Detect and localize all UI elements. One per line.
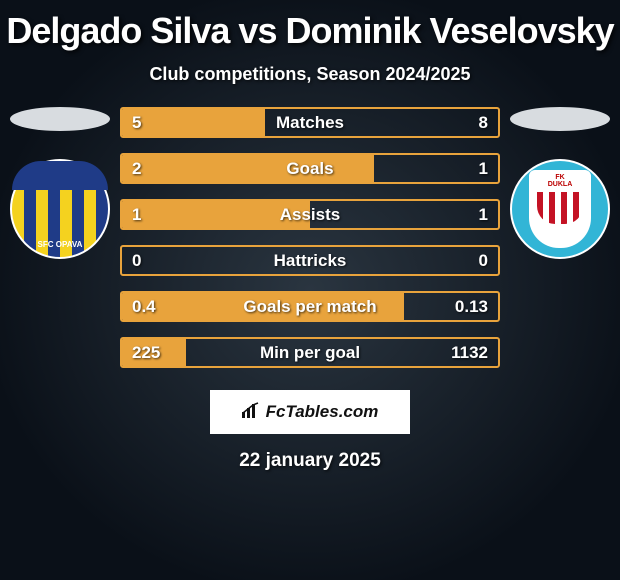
date-text: 22 january 2025 bbox=[0, 450, 620, 472]
club-crest-right bbox=[510, 159, 610, 259]
player-left-photo-placeholder bbox=[10, 107, 110, 131]
fctables-logo-icon bbox=[242, 402, 260, 423]
stat-row: 0.40.13Goals per match bbox=[120, 291, 500, 322]
stat-row: 11Assists bbox=[120, 199, 500, 230]
player-right-photo-placeholder bbox=[510, 107, 610, 131]
source-badge: FcTables.com bbox=[210, 390, 410, 434]
subtitle: Club competitions, Season 2024/2025 bbox=[0, 64, 620, 85]
stat-row: 2251132Min per goal bbox=[120, 337, 500, 368]
source-badge-text: FcTables.com bbox=[266, 402, 379, 422]
stat-row: 21Goals bbox=[120, 153, 500, 184]
stat-label: Goals per match bbox=[122, 293, 498, 320]
comparison-content: 58Matches 21Goals 11Assists 00Hattricks 0.40… bbox=[0, 107, 620, 368]
club-crest-right-shield bbox=[529, 170, 591, 248]
club-crest-left bbox=[10, 159, 110, 259]
stat-label: Matches bbox=[122, 109, 498, 136]
stat-bars: 58Matches 21Goals 11Assists 00Hattricks 0.40… bbox=[120, 107, 500, 368]
stat-row: 58Matches bbox=[120, 107, 500, 138]
stat-label: Assists bbox=[122, 201, 498, 228]
stat-row: 00Hattricks bbox=[120, 245, 500, 276]
stat-label: Min per goal bbox=[122, 339, 498, 366]
page-title: Delgado Silva vs Dominik Veselovsky bbox=[0, 0, 620, 52]
stat-label: Goals bbox=[122, 155, 498, 182]
stat-label: Hattricks bbox=[122, 247, 498, 274]
player-right-column bbox=[500, 107, 620, 259]
player-left-column bbox=[0, 107, 120, 259]
